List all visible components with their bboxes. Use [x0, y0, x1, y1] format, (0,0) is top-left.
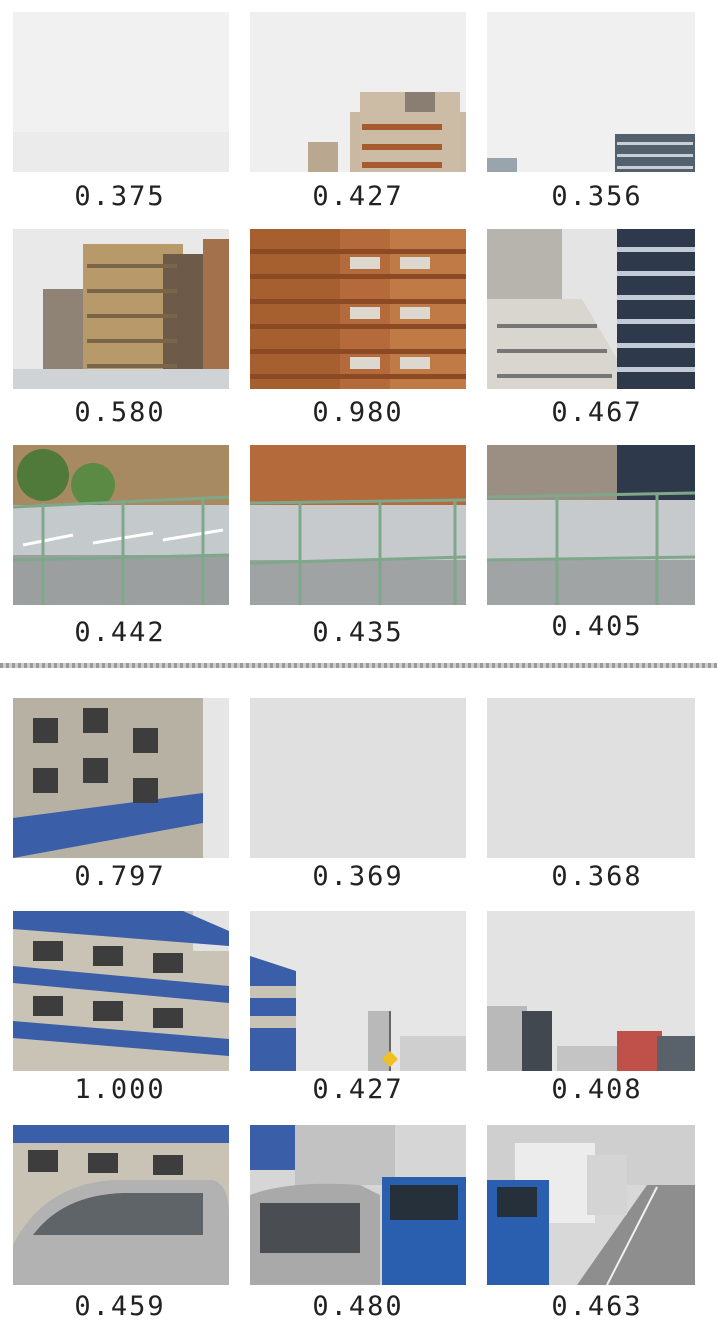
overpass-fence-glass-image [487, 445, 695, 605]
score-label: 0.480 [312, 1291, 404, 1322]
image-tile [487, 911, 695, 1071]
image-tile [250, 698, 466, 858]
image-tile [13, 229, 229, 389]
road-with-trucks-image [487, 1125, 695, 1285]
image-tile [487, 698, 695, 858]
image-tile [13, 1125, 229, 1285]
sky-glass-tower-edge-image [487, 12, 695, 172]
tan-apartment-blocks-image [13, 229, 229, 389]
score-label: 0.405 [551, 611, 643, 642]
building-rooftop-image [250, 12, 466, 172]
score-label: 0.375 [74, 181, 166, 212]
score-label: 0.467 [551, 397, 643, 428]
blue-striped-apartment-image [13, 911, 229, 1071]
score-label: 0.797 [74, 861, 166, 892]
score-label: 0.427 [312, 181, 404, 212]
overpass-fence-trees-image [13, 445, 229, 605]
score-label: 0.368 [551, 861, 643, 892]
image-tile [250, 445, 466, 605]
overcast-sky-image [13, 12, 229, 172]
image-tile [487, 12, 695, 172]
score-label: 0.408 [551, 1074, 643, 1105]
score-label: 0.356 [551, 181, 643, 212]
city-skyline-image [487, 911, 695, 1071]
image-tile [13, 911, 229, 1071]
overpass-fence-brick-image [250, 445, 466, 605]
score-label: 0.580 [74, 397, 166, 428]
score-label: 1.000 [74, 1074, 166, 1105]
score-label: 0.435 [312, 617, 404, 648]
sky-streetlight-buildings-image [250, 911, 466, 1071]
score-label: 0.463 [551, 1291, 643, 1322]
gray-sky-image [487, 698, 695, 858]
brick-apartment-building-image [250, 229, 466, 389]
white-building-glass-tower-image [487, 229, 695, 389]
image-tile [250, 1125, 466, 1285]
silver-suv-image [13, 1125, 229, 1285]
blue-white-apartment-image [13, 698, 229, 858]
score-label: 0.459 [74, 1291, 166, 1322]
car-and-blue-truck-image [250, 1125, 466, 1285]
image-tile [487, 445, 695, 605]
image-tile [13, 445, 229, 605]
image-tile [250, 229, 466, 389]
image-tile [250, 12, 466, 172]
group-divider [0, 663, 717, 668]
score-label: 0.369 [312, 861, 404, 892]
image-tile [487, 1125, 695, 1285]
image-tile [13, 698, 229, 858]
score-label: 0.980 [312, 397, 404, 428]
image-tile [250, 911, 466, 1071]
image-tile [13, 12, 229, 172]
image-tile [487, 229, 695, 389]
score-label: 0.442 [74, 617, 166, 648]
score-label: 0.427 [312, 1074, 404, 1105]
gray-sky-image [250, 698, 466, 858]
